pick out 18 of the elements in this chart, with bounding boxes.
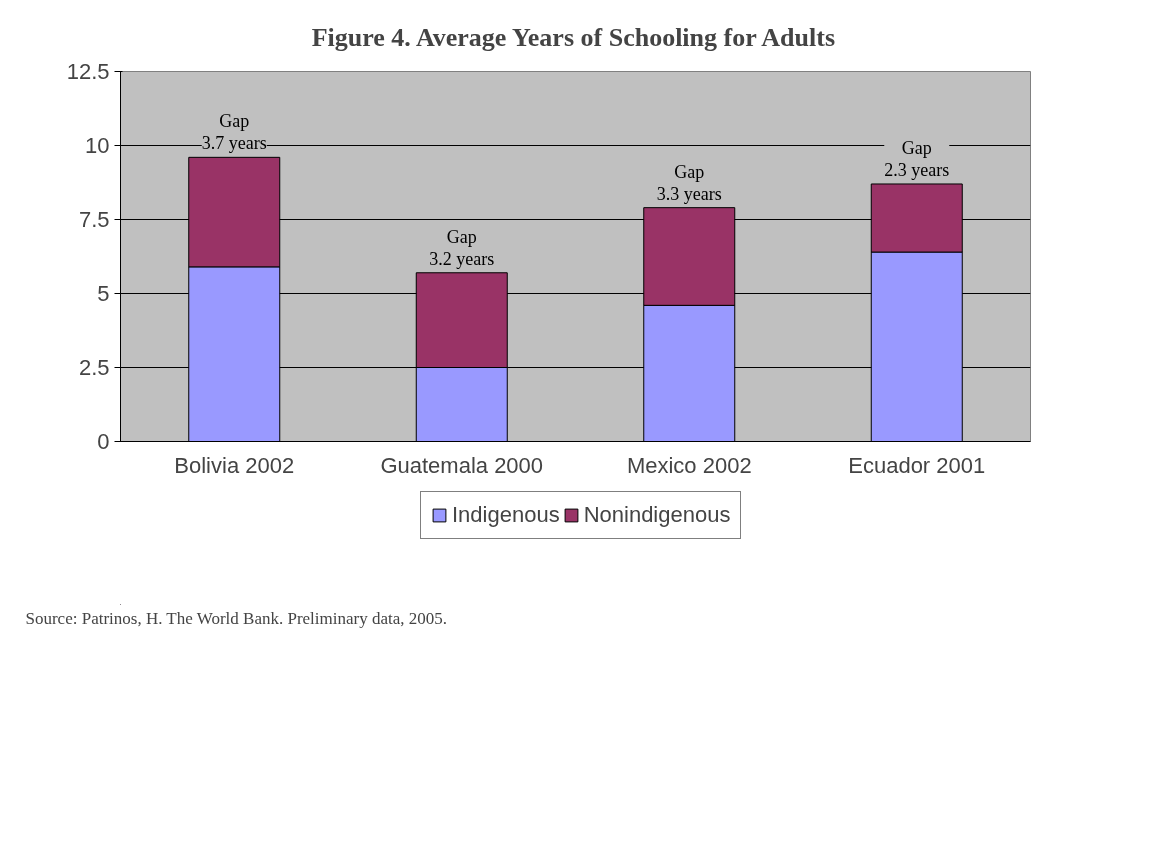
x-tick-label: Guatemala 2000	[380, 452, 544, 478]
y-tick-label: 7.5	[78, 207, 110, 232]
legend-label: Nonindigenous	[583, 502, 731, 528]
annotation: Gap 3.7 years	[201, 111, 267, 154]
y-tick-label: 0	[97, 429, 110, 454]
y-tick-label: 2.5	[78, 355, 110, 380]
y-tick-label: 10	[85, 133, 110, 158]
x-tick-label: Bolivia 2002	[174, 452, 295, 478]
chart-title: Figure 4. Average Years of Schooling for Adults	[311, 22, 836, 52]
annotation: Gap 2.3 years	[884, 137, 950, 180]
y-tick-label: 12.5	[66, 59, 110, 84]
source-note: Source: Patrinos, H. The World Bank. Preliminary data, 2005.	[25, 609, 448, 628]
annotation: Gap 3.3 years	[656, 161, 722, 204]
legend-label: Indigenous	[452, 502, 560, 528]
y-tick-label: 5	[97, 281, 110, 306]
x-tick-label: Mexico 2002	[626, 452, 752, 478]
x-tick-label: Ecuador 2001	[848, 452, 986, 478]
annotation: Gap 3.2 years	[429, 226, 495, 269]
